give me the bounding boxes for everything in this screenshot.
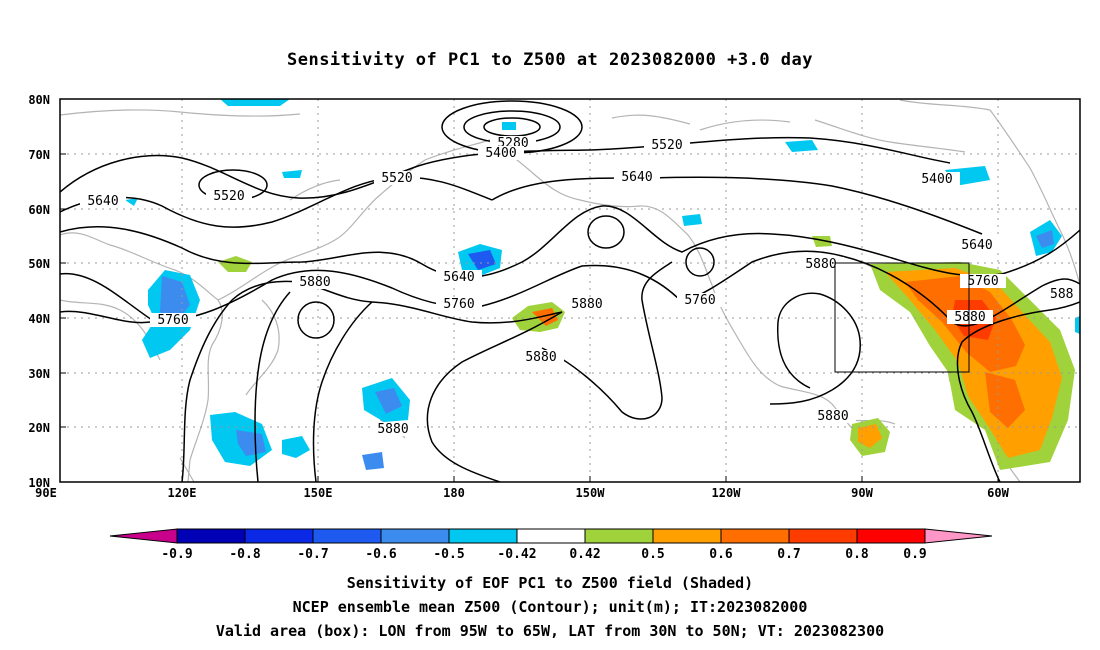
contour-label: 5760	[157, 313, 188, 328]
contour-label: 5760	[443, 297, 474, 312]
caption-line-1: Sensitivity of EOF PC1 to Z500 field (Sh…	[346, 574, 754, 592]
lat-label: 60N	[28, 203, 50, 217]
lon-label: 180	[443, 486, 465, 500]
sensitivity-shading	[125, 99, 1080, 470]
contour-label: 5880	[299, 275, 330, 290]
colorbar-labels: -0.9 -0.8 -0.7 -0.6 -0.5 -0.42 0.42 0.5 …	[161, 547, 926, 562]
contour-label: 588	[1050, 287, 1073, 302]
contour-label: 5880	[954, 310, 985, 325]
colorbar-label: -0.7	[297, 547, 328, 562]
contour-label: 5880	[377, 422, 408, 437]
map-title: Sensitivity of PC1 to Z500 at 2023082000…	[286, 50, 813, 70]
contour-label: 5760	[967, 274, 998, 289]
colorbar-label: 0.8	[845, 547, 869, 562]
lon-label: 120E	[168, 486, 197, 500]
contour-label: 5640	[621, 170, 652, 185]
lat-label: 40N	[28, 312, 50, 326]
colorbar-label: 0.5	[641, 547, 664, 562]
contour-label: 5640	[443, 270, 474, 285]
caption-line-2: NCEP ensemble mean Z500 (Contour); unit(…	[292, 598, 808, 616]
colorbar-segment	[448, 528, 518, 544]
valid-area-box	[834, 262, 970, 373]
contour-label: 5520	[213, 189, 244, 204]
colorbar-segment	[924, 528, 993, 544]
colorbar-segment	[652, 528, 722, 544]
lon-label: 90E	[35, 486, 57, 500]
lat-label: 10N	[28, 476, 50, 490]
map-frame	[59, 98, 1081, 483]
contour-label: 5640	[87, 194, 118, 209]
contour-label: 5520	[651, 138, 682, 153]
colorbar-label: 0.9	[903, 547, 926, 562]
lat-label: 80N	[28, 93, 50, 107]
caption-line-3: Valid area (box): LON from 95W to 65W, L…	[215, 622, 885, 640]
contour-label: 5880	[817, 409, 848, 424]
contour-label: 5880	[805, 257, 836, 272]
colorbar-label: -0.8	[229, 547, 260, 562]
lon-label: 150W	[576, 486, 606, 500]
colorbar-label: -0.9	[161, 547, 192, 562]
colorbar-segment	[584, 528, 654, 544]
latitude-labels: 80N 70N 60N 50N 40N 30N 20N 10N	[28, 93, 50, 490]
colorbar-segment	[109, 528, 178, 544]
contour-label: 5400	[921, 172, 952, 187]
lat-label: 50N	[28, 257, 50, 271]
lon-label: 90W	[851, 486, 873, 500]
contour-label: 5760	[684, 293, 715, 308]
contour-label: 5880	[525, 350, 556, 365]
colorbar-label: 0.6	[709, 547, 733, 562]
contour-label: 5640	[961, 238, 992, 253]
colorbar-segment	[244, 528, 314, 544]
colorbar-segment	[312, 528, 382, 544]
colorbar-segment	[720, 528, 790, 544]
tick-marks	[60, 98, 999, 483]
colorbar-segment	[516, 528, 586, 544]
contour-label: 5880	[571, 297, 602, 312]
colorbar-label: 0.42	[569, 547, 600, 562]
lat-label: 20N	[28, 421, 50, 435]
colorbar-segment	[856, 528, 926, 544]
colorbar-label: -0.5	[433, 547, 464, 562]
colorbar-segment	[788, 528, 858, 544]
lon-label: 150E	[304, 486, 333, 500]
colorbar-label: -0.6	[365, 547, 396, 562]
lat-label: 70N	[28, 148, 50, 162]
contour-labels: 5280 5400 5520 5520 5640 5400 5520 5640 …	[80, 136, 1080, 437]
lon-label: 60W	[987, 486, 1009, 500]
lat-label: 30N	[28, 367, 50, 381]
colorbar-segment	[380, 528, 450, 544]
contour-label: 5520	[381, 171, 412, 186]
longitude-labels: 90E 120E 150E 180 150W 120W 90W 60W	[35, 486, 1009, 500]
contour-label: 5400	[485, 146, 516, 161]
colorbar-label: 0.7	[777, 547, 800, 562]
colorbar-label: -0.42	[497, 547, 536, 562]
lon-label: 120W	[712, 486, 742, 500]
colorbar-segment	[176, 528, 246, 544]
colorbar: -0.9 -0.8 -0.7 -0.6 -0.5 -0.42 0.42 0.5 …	[109, 528, 993, 562]
